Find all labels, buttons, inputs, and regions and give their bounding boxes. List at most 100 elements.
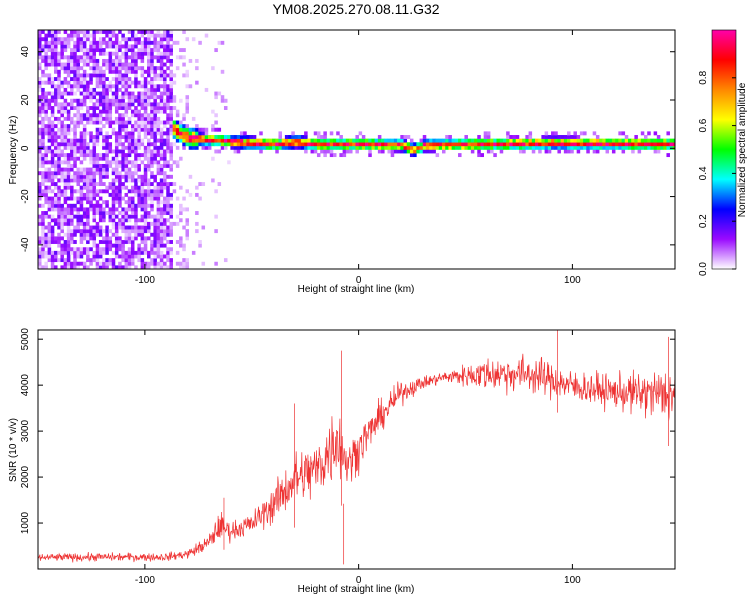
spectrogram-cell bbox=[140, 48, 145, 53]
spectrogram-cell bbox=[352, 142, 356, 147]
spectrogram-cell bbox=[576, 145, 581, 150]
spectrogram-cell bbox=[147, 33, 151, 38]
spectrogram-cell bbox=[150, 127, 154, 132]
spectrogram-cell bbox=[66, 127, 71, 132]
spectrogram-cell bbox=[163, 160, 167, 165]
spectrogram-cell bbox=[44, 55, 48, 60]
spectrogram-cell bbox=[134, 171, 138, 176]
spectrogram-cell bbox=[272, 138, 276, 143]
spectrogram-cell bbox=[57, 30, 61, 34]
spectrogram-cell bbox=[73, 30, 77, 34]
spectrogram-cell bbox=[570, 149, 574, 154]
spectrogram-cell bbox=[397, 142, 401, 147]
spectrogram-cell bbox=[544, 131, 549, 136]
spectrogram-cell bbox=[108, 44, 113, 49]
spectrogram-cell bbox=[79, 48, 84, 53]
spectrogram-xlabel: Height of straight line (km) bbox=[298, 284, 415, 295]
spectrogram-cell bbox=[150, 221, 154, 226]
spectrogram-cell bbox=[108, 185, 113, 190]
spectrogram-cell bbox=[102, 109, 106, 114]
spectrogram-cell bbox=[477, 138, 481, 143]
spectrogram-cell bbox=[621, 142, 626, 147]
spectrogram-cell bbox=[47, 229, 52, 234]
spectrogram-cell bbox=[60, 214, 64, 219]
spectrogram-cell bbox=[163, 207, 167, 212]
spectrogram-cell bbox=[166, 250, 170, 255]
spectrogram-cell bbox=[92, 142, 97, 147]
spectrogram-cell bbox=[70, 37, 74, 42]
spectrogram-cell bbox=[57, 218, 61, 223]
spectrogram-cell bbox=[493, 153, 497, 158]
spectrogram-cell bbox=[403, 135, 408, 139]
spectrogram-cell bbox=[188, 174, 193, 179]
spectrogram-cell bbox=[57, 91, 61, 96]
spectrogram-cell bbox=[41, 73, 45, 78]
spectrogram-cell bbox=[400, 135, 404, 139]
spectrogram-cell bbox=[156, 102, 161, 107]
spectrogram-cell bbox=[121, 214, 125, 219]
spectrogram-cell bbox=[640, 142, 645, 147]
spectrogram-cell bbox=[156, 185, 161, 190]
spectrogram-cell bbox=[41, 80, 45, 85]
spectrogram-cell bbox=[86, 87, 90, 92]
spectrogram-cell bbox=[44, 185, 48, 190]
spectrogram-cell bbox=[134, 214, 138, 219]
spectrogram-cell bbox=[147, 250, 151, 255]
spectrogram-cell bbox=[92, 236, 97, 241]
spectrogram-cell bbox=[134, 250, 138, 255]
spectrogram-cell bbox=[121, 160, 125, 165]
spectrogram-cell bbox=[509, 142, 513, 147]
spectrogram-cell bbox=[534, 142, 539, 147]
spectrogram-cell bbox=[163, 225, 167, 230]
spectrogram-cell bbox=[60, 225, 64, 230]
spectrogram-cell bbox=[95, 58, 100, 63]
spectrogram-cell bbox=[130, 55, 135, 60]
spectrogram-cell bbox=[137, 84, 141, 89]
spectrogram-cell bbox=[416, 142, 420, 147]
spectrogram-cell bbox=[377, 138, 382, 143]
spectrogram-cell bbox=[595, 149, 600, 154]
spectrogram-cell bbox=[102, 40, 106, 45]
spectrogram-cell bbox=[150, 87, 154, 92]
spectrogram-cell bbox=[140, 185, 145, 190]
spectrogram-cell bbox=[143, 221, 148, 226]
spectrogram-cell bbox=[409, 138, 414, 143]
spectrogram-cell bbox=[47, 120, 52, 125]
spectrogram-cell bbox=[179, 236, 183, 241]
spectrogram-cell bbox=[153, 145, 157, 150]
spectrogram-cell bbox=[82, 214, 87, 219]
spectrogram-ytick-label: 40 bbox=[20, 46, 31, 58]
spectrogram-cell bbox=[127, 149, 132, 154]
spectrogram-cell bbox=[76, 124, 80, 129]
spectrogram-cell bbox=[220, 138, 225, 143]
spectrogram-cell bbox=[570, 145, 574, 150]
spectrogram-cell bbox=[54, 163, 58, 168]
spectrogram-cell bbox=[233, 135, 238, 139]
spectrogram-cell bbox=[634, 135, 638, 139]
spectrogram-cell bbox=[79, 77, 84, 81]
spectrogram-cell bbox=[477, 145, 481, 150]
spectrogram-cell bbox=[38, 171, 42, 176]
spectrogram-cell bbox=[102, 58, 106, 63]
spectrogram-cell bbox=[406, 142, 411, 147]
spectrogram-cell bbox=[169, 120, 173, 125]
spectrogram-cell bbox=[63, 135, 68, 139]
spectrogram-cell bbox=[435, 138, 440, 143]
spectrogram-cell bbox=[150, 156, 154, 161]
spectrogram-cell bbox=[143, 44, 148, 49]
spectrogram-cell bbox=[316, 138, 321, 143]
spectrogram-cell bbox=[169, 156, 173, 161]
spectrogram-cell bbox=[159, 138, 164, 143]
spectrogram-cell bbox=[342, 153, 347, 158]
spectrogram-cell bbox=[57, 221, 61, 226]
spectrogram-cell bbox=[98, 254, 103, 259]
spectrogram-cell bbox=[111, 178, 116, 183]
spectrogram-cell bbox=[105, 225, 109, 230]
spectrogram-ytick-label: -20 bbox=[20, 189, 31, 204]
spectrogram-cell bbox=[134, 211, 138, 215]
spectrogram-cell bbox=[105, 44, 109, 49]
spectrogram-cell bbox=[150, 95, 154, 100]
spectrogram-cell bbox=[70, 58, 74, 63]
spectrogram-cell bbox=[130, 66, 135, 71]
spectrogram-cell bbox=[73, 142, 77, 147]
